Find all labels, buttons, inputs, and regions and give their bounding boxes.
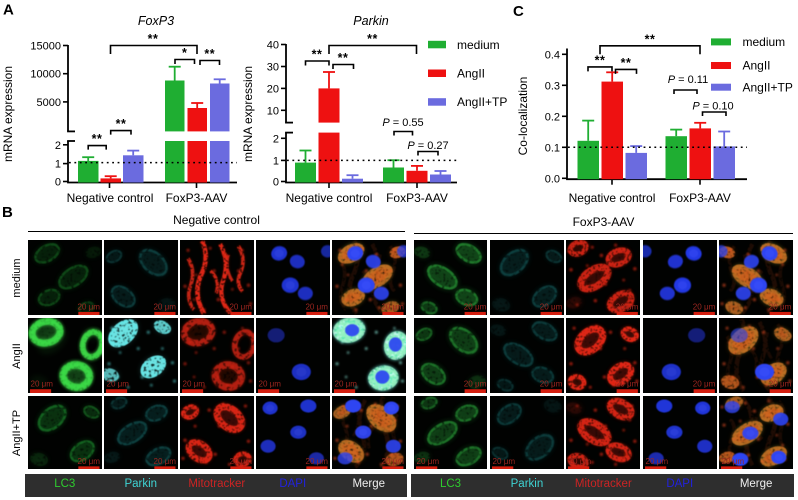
svg-text:Co-localization: Co-localization bbox=[516, 77, 530, 156]
svg-text:20 μm: 20 μm bbox=[616, 302, 639, 311]
svg-text:20 μm: 20 μm bbox=[769, 380, 792, 389]
svg-text:10: 10 bbox=[267, 105, 279, 117]
svg-text:20 μm: 20 μm bbox=[77, 457, 100, 466]
svg-text:20 μm: 20 μm bbox=[31, 380, 54, 389]
svg-text:20 μm: 20 μm bbox=[463, 380, 486, 389]
svg-text:5000: 5000 bbox=[37, 97, 61, 109]
svg-text:0.3: 0.3 bbox=[545, 80, 560, 92]
svg-text:Negative control: Negative control bbox=[67, 191, 154, 205]
svg-text:**: ** bbox=[367, 32, 378, 46]
svg-text:20 μm: 20 μm bbox=[540, 380, 563, 389]
svg-text:FoxP3-AAV: FoxP3-AAV bbox=[669, 191, 731, 205]
svg-text:20 μm: 20 μm bbox=[645, 457, 668, 466]
svg-text:Negative control: Negative control bbox=[569, 191, 656, 205]
svg-text:*: * bbox=[182, 46, 187, 60]
svg-text:20 μm: 20 μm bbox=[693, 302, 716, 311]
svg-text:20 μm: 20 μm bbox=[722, 457, 745, 466]
svg-text:20 μm: 20 μm bbox=[305, 302, 328, 311]
svg-text:20 μm: 20 μm bbox=[769, 302, 792, 311]
svg-text:0: 0 bbox=[55, 177, 61, 189]
svg-text:A: A bbox=[3, 2, 14, 19]
svg-text:40: 40 bbox=[267, 40, 279, 52]
svg-text:15000: 15000 bbox=[30, 41, 61, 53]
svg-text:FoxP3-AAV: FoxP3-AAV bbox=[386, 191, 448, 205]
svg-text:20 μm: 20 μm bbox=[416, 457, 439, 466]
svg-text:mRNA expression: mRNA expression bbox=[1, 66, 15, 162]
svg-text:20 μm: 20 μm bbox=[259, 380, 282, 389]
svg-text:C: C bbox=[513, 3, 524, 20]
svg-text:**: ** bbox=[148, 32, 159, 46]
svg-text:20 μm: 20 μm bbox=[493, 457, 516, 466]
svg-text:2: 2 bbox=[273, 133, 279, 145]
svg-text:AngII: AngII bbox=[743, 59, 771, 73]
svg-text:P = 0.27: P = 0.27 bbox=[407, 140, 448, 152]
svg-text:**: ** bbox=[621, 56, 632, 70]
svg-text:AngII+TP: AngII+TP bbox=[457, 95, 507, 109]
svg-text:20 μm: 20 μm bbox=[335, 380, 358, 389]
svg-text:AngII+TP: AngII+TP bbox=[743, 80, 793, 94]
svg-text:20 μm: 20 μm bbox=[229, 457, 252, 466]
svg-text:1: 1 bbox=[55, 159, 61, 171]
svg-text:20 μm: 20 μm bbox=[569, 457, 592, 466]
svg-text:0.2: 0.2 bbox=[545, 111, 560, 123]
svg-text:20 μm: 20 μm bbox=[107, 380, 130, 389]
svg-text:0.1: 0.1 bbox=[545, 142, 560, 154]
svg-text:20 μm: 20 μm bbox=[693, 380, 716, 389]
svg-text:medium: medium bbox=[457, 38, 500, 52]
svg-text:20 μm: 20 μm bbox=[381, 302, 404, 311]
svg-text:**: ** bbox=[645, 33, 656, 47]
svg-text:mRNA expression: mRNA expression bbox=[241, 66, 255, 162]
svg-text:Parkin: Parkin bbox=[353, 14, 388, 28]
svg-text:1: 1 bbox=[273, 155, 279, 167]
svg-text:**: ** bbox=[116, 117, 127, 131]
svg-text:**: ** bbox=[338, 51, 349, 65]
svg-text:20 μm: 20 μm bbox=[153, 302, 176, 311]
svg-text:2: 2 bbox=[55, 140, 61, 152]
svg-text:20 μm: 20 μm bbox=[77, 302, 100, 311]
svg-text:**: ** bbox=[312, 48, 323, 62]
svg-text:20 μm: 20 μm bbox=[305, 457, 328, 466]
svg-text:20 μm: 20 μm bbox=[381, 457, 404, 466]
svg-text:P = 0.10: P = 0.10 bbox=[692, 101, 733, 113]
svg-text:**: ** bbox=[204, 47, 215, 61]
svg-text:20 μm: 20 μm bbox=[463, 302, 486, 311]
svg-text:AngII: AngII bbox=[457, 66, 485, 80]
svg-text:10000: 10000 bbox=[30, 69, 61, 81]
svg-text:20 μm: 20 μm bbox=[183, 380, 206, 389]
svg-text:20 μm: 20 μm bbox=[153, 457, 176, 466]
svg-text:FoxP3-AAV: FoxP3-AAV bbox=[166, 191, 228, 205]
svg-text:medium: medium bbox=[743, 35, 786, 49]
svg-text:P = 0.55: P = 0.55 bbox=[382, 117, 423, 129]
svg-text:20 μm: 20 μm bbox=[616, 380, 639, 389]
svg-text:20 μm: 20 μm bbox=[229, 302, 252, 311]
svg-text:0.0: 0.0 bbox=[545, 173, 560, 185]
svg-text:0: 0 bbox=[273, 177, 279, 189]
svg-text:P = 0.11: P = 0.11 bbox=[668, 74, 708, 86]
svg-text:**: ** bbox=[92, 132, 103, 146]
svg-text:0.4: 0.4 bbox=[545, 49, 560, 61]
svg-text:30: 30 bbox=[267, 62, 279, 74]
svg-text:**: ** bbox=[595, 54, 606, 68]
svg-text:20: 20 bbox=[267, 83, 279, 95]
svg-text:20 μm: 20 μm bbox=[540, 302, 563, 311]
svg-text:FoxP3: FoxP3 bbox=[138, 14, 174, 28]
svg-text:Negative control: Negative control bbox=[286, 191, 373, 205]
